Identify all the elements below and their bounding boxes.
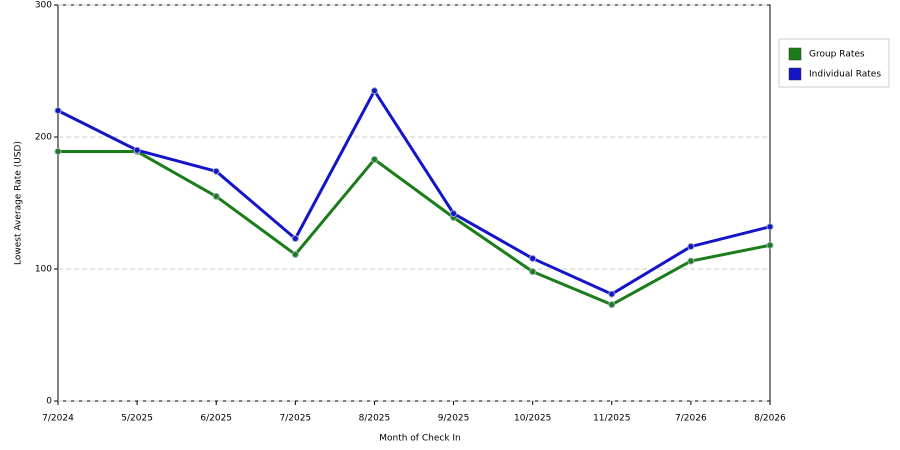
data-point	[450, 210, 458, 218]
data-point	[212, 167, 220, 175]
data-point	[291, 250, 299, 258]
data-point	[54, 148, 62, 156]
plot-frame	[57, 4, 771, 402]
data-point	[687, 257, 695, 265]
legend-swatch	[788, 67, 802, 81]
data-point	[370, 155, 378, 163]
data-point	[687, 243, 695, 251]
legend-label: Group Rates	[809, 50, 865, 60]
y-tick-label: 0	[46, 397, 52, 407]
x-tick-label: 10/2025	[514, 414, 551, 424]
y-tick-label: 300	[35, 1, 52, 11]
data-point	[529, 268, 537, 276]
x-tick-label: 11/2025	[593, 414, 630, 424]
x-tick-label: 9/2025	[438, 414, 470, 424]
data-point	[608, 290, 616, 298]
y-tick-label: 200	[35, 133, 52, 143]
data-point	[766, 223, 774, 231]
legend-label: Individual Rates	[809, 70, 881, 80]
legend-swatch	[788, 47, 802, 61]
data-point	[370, 87, 378, 95]
x-tick-label: 7/2026	[675, 414, 707, 424]
data-point	[291, 235, 299, 243]
series-line	[58, 150, 771, 307]
data-point	[212, 192, 220, 200]
data-point	[529, 254, 537, 262]
data-point	[608, 301, 616, 309]
data-point	[54, 107, 62, 115]
series-line	[57, 89, 771, 296]
data-point	[766, 241, 774, 249]
data-point	[133, 146, 141, 154]
x-tick-label: 5/2025	[121, 414, 153, 424]
y-axis-label: Lowest Average Rate (USD)	[14, 141, 24, 265]
y-tick-label: 100	[35, 265, 52, 275]
x-tick-label: 6/2025	[200, 414, 232, 424]
x-tick-label: 8/2026	[754, 414, 786, 424]
x-axis-label: Month of Check In	[379, 434, 461, 444]
x-tick-label: 8/2025	[359, 414, 391, 424]
x-tick-label: 7/2024	[42, 414, 74, 424]
x-tick-label: 7/2025	[279, 414, 311, 424]
